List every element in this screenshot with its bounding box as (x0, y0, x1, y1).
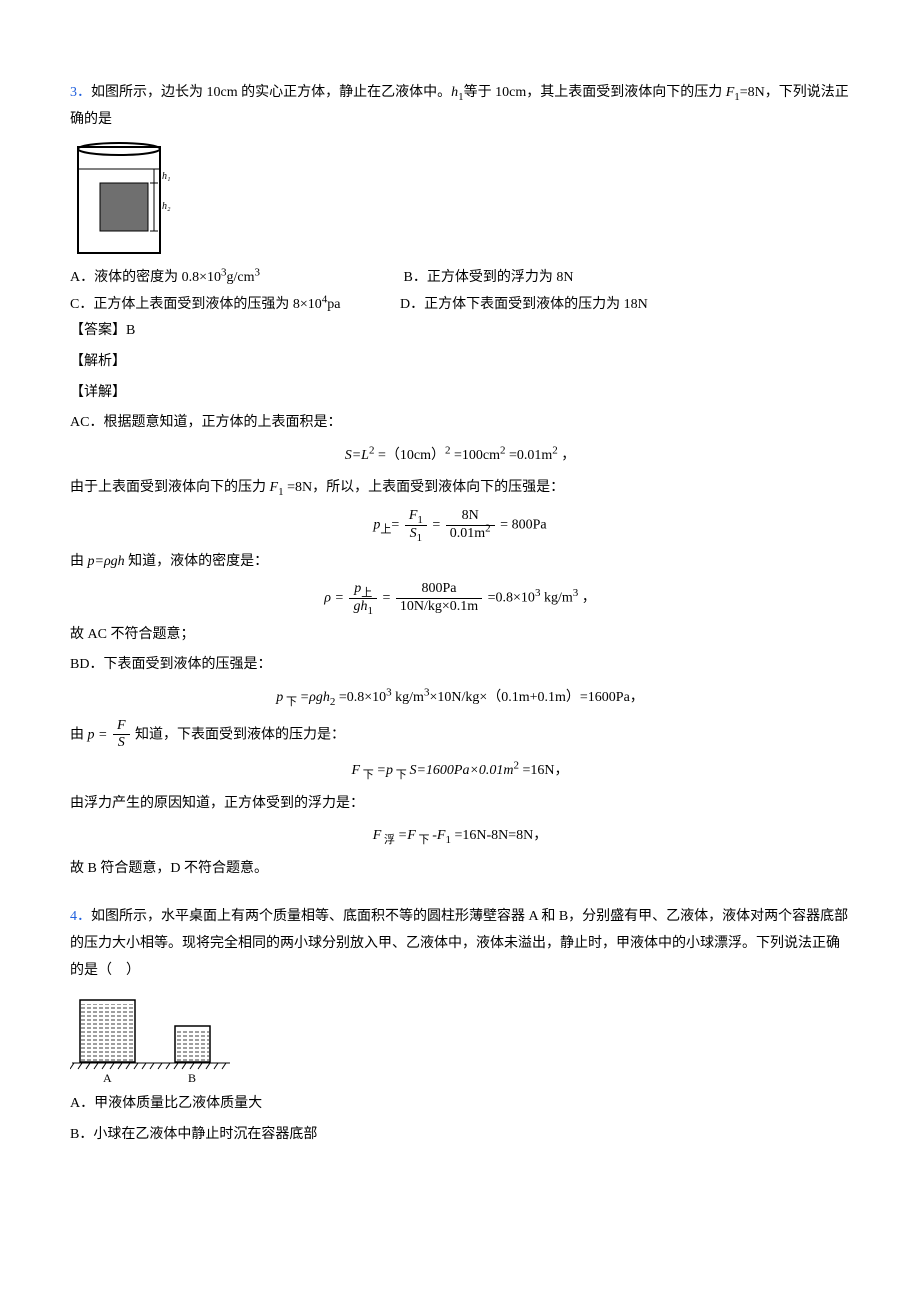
q3-option-row-2: C．正方体上表面受到液体的压强为 8×104pa D．正方体下表面受到液体的压力… (70, 292, 850, 319)
q3-option-c: C．正方体上表面受到液体的压强为 8×104pa (70, 292, 400, 319)
q3-pfs-intro: 由 p = F S 知道，下表面受到液体的压力是： (70, 718, 850, 753)
q3-figure: h₁ h₂ (70, 139, 180, 259)
q4-stem-text: 如图所示，水平桌面上有两个质量相等、底面积不等的圆柱形薄壁容器 A 和 B，分别… (70, 909, 848, 977)
q3-ac-line: AC．根据题意知道，正方体的上表面积是： (70, 410, 850, 437)
q3-option-d: D．正方体下表面受到液体的压力为 18N (400, 292, 648, 319)
q4-number: 4． (70, 909, 91, 924)
fraction: p上 gh1 (349, 581, 377, 616)
q3-rho-formula: ρ = p上 gh1 = 800Pa 10N/kg×0.1m =0.8×103 … (70, 581, 850, 616)
q3-stem-b: 等于 10cm，其上表面受到液体向下的压力 (464, 85, 726, 100)
q3-stem: 3．如图所示，边长为 10cm 的实心正方体，静止在乙液体中。h1等于 10cm… (70, 80, 850, 133)
fraction: F1 S1 (405, 508, 427, 543)
q3-option-b: B．正方体受到的浮力为 8N (404, 265, 574, 292)
q3-pdown-formula: p 下 =ρgh2 =0.8×103 kg/m3×10N/kg×（0.1m+0.… (70, 685, 850, 712)
q3-ac-no: 故 AC 不符合题意； (70, 622, 850, 649)
fraction: 800Pa 10N/kg×0.1m (396, 581, 482, 616)
q3-area-formula: S=L2 =（10cm）2 =100cm2 =0.01m2 ， (70, 443, 850, 470)
q3-explain-label: 【解析】 (70, 349, 850, 376)
q3-bd-line: BD．下表面受到液体的压强是： (70, 652, 850, 679)
q4-option-b: B．小球在乙液体中静止时沉在容器底部 (70, 1122, 850, 1149)
q3-fdown-formula: F 下 =p 下 S=1600Pa×0.01m2 =16N， (70, 758, 850, 785)
svg-text:h₁: h₁ (162, 171, 170, 182)
q4-stem: 4．如图所示，水平桌面上有两个质量相等、底面积不等的圆柱形薄壁容器 A 和 B，… (70, 904, 850, 984)
fraction: F S (113, 718, 130, 753)
q4-label-a: A (103, 1071, 112, 1085)
q3-pup-formula: p上= F1 S1 = 8N 0.01m2 = 800Pa (70, 508, 850, 543)
q3-rho-intro: 由 p=ρgh 知道，液体的密度是： (70, 549, 850, 576)
q4-label-b: B (188, 1071, 196, 1085)
q3-detail-label: 【详解】 (70, 380, 850, 407)
q3-option-a: A．液体的密度为 0.8×103g/cm3 (70, 265, 400, 292)
q3-f1: F (726, 85, 735, 100)
svg-text:h₂: h₂ (162, 201, 171, 212)
q3-number: 3． (70, 85, 91, 100)
fraction: 8N 0.01m2 (446, 508, 495, 543)
q3-f1-line: 由于上表面受到液体向下的压力 F1 =8N，所以，上表面受到液体向下的压强是： (70, 475, 850, 502)
q3-answer: 【答案】B (70, 318, 850, 345)
q3-ff-formula: F 浮 =F 下 -F1 =16N-8N=8N， (70, 823, 850, 850)
q4-option-a: A．甲液体质量比乙液体质量大 (70, 1091, 850, 1118)
q4-figure: A B (70, 990, 240, 1085)
q3-option-row-1: A．液体的密度为 0.8×103g/cm3 B．正方体受到的浮力为 8N (70, 265, 850, 292)
q3-stem-a: 如图所示，边长为 10cm 的实心正方体，静止在乙液体中。 (91, 85, 451, 100)
q3-b-yes: 故 B 符合题意，D 不符合题意。 (70, 856, 850, 883)
q3-ff-intro: 由浮力产生的原因知道，正方体受到的浮力是： (70, 791, 850, 818)
